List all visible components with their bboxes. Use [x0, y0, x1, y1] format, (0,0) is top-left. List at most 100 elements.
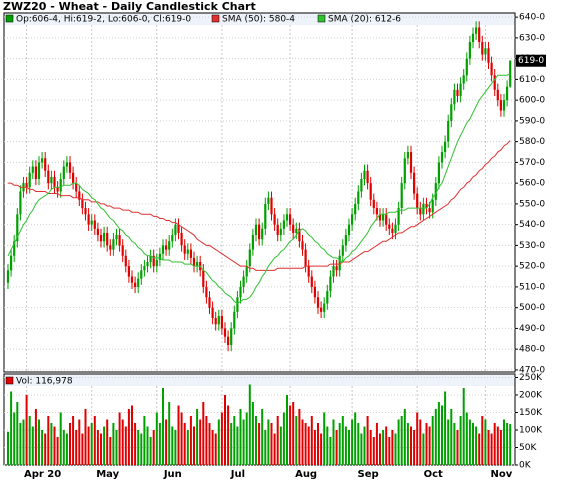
x-tick-label: Sep — [358, 469, 379, 480]
volume-bar — [413, 430, 416, 465]
volume-bar — [174, 430, 177, 465]
candle-body — [87, 214, 90, 225]
y-tick-label: 150K — [519, 408, 543, 418]
volume-bar — [484, 419, 487, 465]
candle-body — [394, 224, 397, 233]
volume-bar — [499, 430, 502, 465]
volume-bar — [431, 416, 434, 465]
volume-bar — [62, 430, 65, 465]
volume-bar — [118, 412, 121, 465]
candle-body — [186, 249, 189, 254]
candle-body — [245, 266, 248, 277]
volume-bar — [264, 430, 267, 465]
volume-bar — [230, 423, 233, 465]
candle-body — [462, 75, 465, 84]
volume-bar — [180, 412, 183, 465]
candle-body — [276, 224, 279, 236]
volume-bar — [38, 419, 40, 465]
volume-bar — [419, 419, 422, 465]
volume-bar — [453, 423, 456, 465]
volume-bar — [124, 426, 127, 465]
candle-body — [50, 176, 53, 184]
volume-bar — [496, 426, 499, 465]
candle-body — [19, 191, 22, 215]
y-tick-label: 640-0 — [519, 13, 545, 23]
candle-body — [236, 297, 239, 312]
candle-body — [444, 141, 447, 153]
volume-bar — [468, 419, 471, 465]
volume-bar — [338, 423, 341, 465]
volume-bar — [31, 426, 34, 465]
candle-body — [112, 239, 115, 250]
volume-bar — [279, 426, 282, 465]
volume-bar — [199, 419, 202, 465]
volume-bar — [307, 426, 310, 465]
y-tick-label: 520-0 — [519, 262, 545, 272]
candle-body — [68, 162, 72, 173]
candle-body — [453, 89, 456, 105]
candle-body — [419, 208, 422, 215]
candle-body — [351, 214, 354, 225]
volume-bar — [245, 412, 248, 465]
candle-body — [316, 297, 320, 308]
volume-bar — [149, 437, 152, 465]
volume-bar — [329, 437, 332, 465]
y-tick-label: 100K — [519, 426, 543, 436]
volume-bar — [251, 402, 254, 465]
volume-bar — [360, 433, 363, 465]
volume-bar — [143, 416, 146, 465]
candle-body — [13, 241, 16, 256]
legend-swatch — [5, 376, 14, 385]
candle-body — [475, 27, 478, 34]
volume-bar — [90, 423, 93, 465]
volume-bar — [165, 419, 168, 465]
volume-bar — [233, 416, 236, 465]
volume-bar — [146, 426, 149, 465]
volume-bar — [186, 430, 189, 465]
y-tick-label: 580-0 — [519, 137, 545, 147]
x-tick-label: May — [96, 469, 119, 480]
volume-bar — [103, 426, 106, 465]
x-tick-label: Apr 20 — [24, 469, 61, 480]
candle-body — [165, 245, 168, 250]
candle-body — [146, 262, 149, 267]
candle-body — [155, 259, 158, 267]
volume-bar — [50, 423, 53, 465]
candle-body — [93, 220, 96, 229]
candle-body — [335, 266, 338, 271]
y-tick-label: 590-0 — [519, 116, 545, 126]
candle-body — [273, 214, 276, 225]
volume-bar — [425, 423, 428, 465]
candle-body — [440, 152, 444, 163]
volume-bar — [28, 416, 31, 465]
candle-body — [205, 286, 208, 298]
volume-bar — [7, 431, 9, 465]
volume-bar — [202, 402, 205, 465]
legend-swatch — [5, 14, 14, 23]
candle-body — [6, 270, 10, 283]
volume-bar — [304, 423, 307, 465]
candle-body — [388, 224, 391, 229]
candle-body — [397, 208, 400, 225]
volume-bar — [44, 433, 47, 465]
y-tick-label: 560-0 — [519, 179, 545, 189]
candle-body — [227, 336, 230, 346]
candle-body — [127, 266, 130, 277]
volume-bar — [168, 402, 171, 465]
candle-body — [326, 291, 329, 304]
candle-body — [400, 183, 403, 209]
candle-body — [115, 235, 118, 240]
volume-bar — [416, 412, 419, 465]
volume-bar — [211, 430, 214, 465]
volume-bar — [100, 433, 102, 465]
legend-text: SMA (50): 580-4 — [222, 15, 295, 25]
candle-body — [53, 176, 56, 188]
volume-bar — [363, 426, 366, 465]
candle-body — [320, 307, 323, 312]
volume-bar — [295, 416, 298, 465]
candle-body — [177, 224, 180, 233]
volume-bar — [369, 430, 372, 465]
volume-bar — [189, 416, 192, 465]
candle-body — [403, 158, 406, 184]
